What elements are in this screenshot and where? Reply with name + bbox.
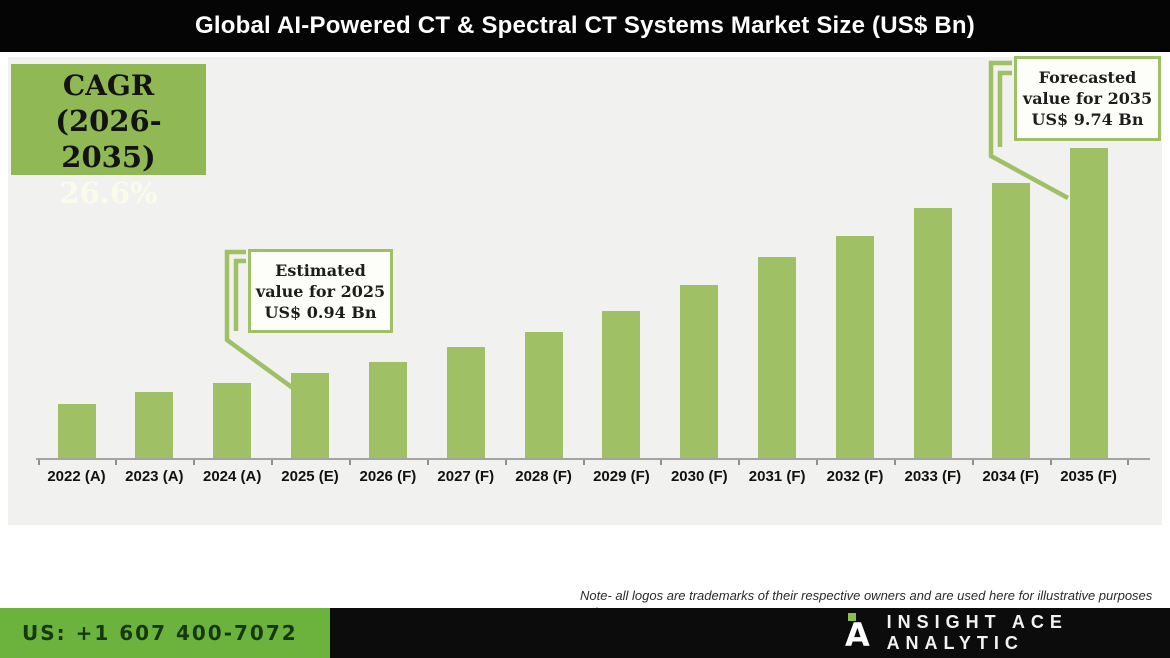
x-axis-tick	[271, 460, 274, 465]
x-axis-label: 2025 (E)	[281, 468, 339, 485]
bar-2031	[758, 257, 797, 458]
company-name: INSIGHT ACE ANALYTIC	[886, 612, 1068, 653]
x-axis-label: 2031 (F)	[748, 468, 806, 485]
x-axis-tick	[971, 460, 974, 465]
cagr-value: 26.6%	[59, 176, 158, 210]
x-axis-tick	[1049, 460, 1052, 465]
x-axis-tick	[738, 460, 741, 465]
bar-2024	[213, 383, 252, 458]
bar-2034	[991, 183, 1030, 458]
bar-2033	[913, 208, 952, 458]
cagr-box: CAGR (2026-2035) 26.6%	[11, 64, 206, 210]
bar-2023	[135, 392, 174, 458]
x-axis-tick	[37, 460, 40, 465]
estimated-callout-line1: Estimated	[275, 260, 366, 280]
estimated-value-callout: Estimated value for 2025 US$ 0.94 Bn	[248, 249, 393, 333]
bar-2025	[291, 373, 330, 458]
x-axis-label: 2023 (A)	[125, 468, 184, 485]
estimated-callout-line3: US$ 0.94 Bn	[264, 302, 377, 322]
chart-title: Global AI-Powered CT & Spectral CT Syste…	[195, 12, 975, 39]
x-axis-tick	[426, 460, 429, 465]
x-axis-label: 2032 (F)	[826, 468, 884, 485]
x-axis-label: 2028 (F)	[515, 468, 572, 485]
title-bar: Global AI-Powered CT & Spectral CT Syste…	[0, 0, 1170, 52]
market-contributors-strip: Market Contributors: SIEMENS Healthineer…	[0, 525, 1170, 608]
x-axis-label: 2022 (A)	[47, 468, 106, 485]
forecasted-callout-line1: Forecasted	[1038, 68, 1137, 87]
bar-2029	[602, 311, 641, 458]
bar-2027	[446, 347, 485, 458]
insight-ace-logo-icon: A	[843, 610, 871, 656]
x-axis-tick	[582, 460, 585, 465]
x-axis-tick	[1127, 460, 1130, 465]
x-axis-line	[36, 458, 1150, 460]
estimated-callout-line2: value for 2025	[255, 281, 386, 301]
x-axis-tick	[193, 460, 196, 465]
x-axis-tick	[893, 460, 896, 465]
forecasted-callout-line2: value for 2035	[1022, 89, 1153, 108]
x-axis-tick	[348, 460, 351, 465]
company-brand: A INSIGHT ACE ANALYTIC	[843, 608, 1170, 658]
bar-2030	[680, 285, 719, 458]
x-axis-tick	[816, 460, 819, 465]
forecasted-callout-line3: US$ 9.74 Bn	[1031, 110, 1144, 129]
trademark-note-line1: Note- all logos are trademarks of their …	[580, 588, 1153, 603]
x-axis-label: 2027 (F)	[437, 468, 495, 485]
phone-number: US: +1 607 400-7072	[22, 621, 298, 645]
bar-2022	[57, 404, 96, 458]
x-axis-label: 2033 (F)	[904, 468, 962, 485]
forecasted-value-callout: Forecasted value for 2035 US$ 9.74 Bn	[1014, 56, 1161, 141]
bar-2035	[1069, 148, 1108, 458]
x-axis-label: 2029 (F)	[593, 468, 650, 485]
bar-2028	[524, 332, 563, 458]
x-axis-label: 2024 (A)	[203, 468, 262, 485]
x-axis-label: 2026 (F)	[359, 468, 417, 485]
x-axis-tick	[504, 460, 507, 465]
x-axis-tick	[115, 460, 118, 465]
cagr-period: (2026-2035)	[55, 104, 162, 174]
x-axis-label: 2035 (F)	[1060, 468, 1117, 485]
x-axis-label: 2030 (F)	[670, 468, 728, 485]
bar-2026	[368, 362, 407, 458]
phone-banner: US: +1 607 400-7072	[0, 608, 330, 658]
bar-2032	[836, 236, 874, 458]
cagr-title: CAGR	[62, 69, 155, 102]
x-axis-tick	[660, 460, 663, 465]
x-axis-label: 2034 (F)	[982, 468, 1040, 485]
